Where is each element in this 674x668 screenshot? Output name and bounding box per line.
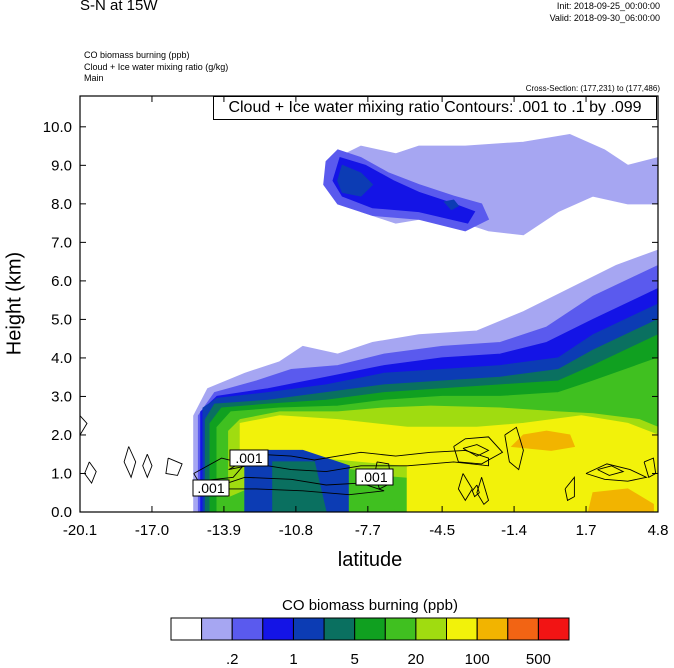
cloud-ice-contour-line	[471, 484, 480, 498]
y-tick-label: 10.0	[43, 119, 72, 136]
y-tick-label: 8.0	[51, 196, 72, 213]
colorbar-swatch	[537, 617, 570, 641]
colorbar-tick-label: 100	[465, 651, 490, 668]
axis-ticks: -20.1 -17.0 -13.9 -10.8 -7.7 -4.5 -1.4 1.7 4.8 0.…	[43, 96, 669, 539]
contour-label-text: .001	[197, 480, 224, 496]
y-tick-label: 5.0	[51, 311, 72, 328]
colorbar-swatch	[415, 617, 447, 641]
colorbar-swatch	[354, 617, 386, 641]
x-tick-label: -7.7	[355, 522, 381, 539]
cloud-ice-contours	[80, 415, 657, 505]
cloud-ice-contour-line	[462, 444, 490, 457]
cloud-ice-contour-line	[597, 465, 625, 476]
y-tick-label: 2.0	[51, 427, 72, 444]
x-tick-label: -20.1	[63, 522, 97, 539]
init-time: Init: 2018-09-25_00:00:00	[556, 1, 660, 11]
colorbar-tick-label: .2	[226, 651, 239, 668]
co-level-region	[510, 430, 576, 451]
colorbar-swatch	[170, 617, 203, 641]
colorbar-swatch	[293, 617, 325, 641]
colorbar-swatch	[201, 617, 233, 641]
contour-label: .001	[355, 468, 394, 486]
cloud-ice-contour-line	[123, 446, 137, 479]
field-name-main: Main	[84, 73, 104, 83]
colorbar-tick-label: 5	[351, 651, 359, 668]
x-tick-label: 4.8	[648, 522, 669, 539]
plot-title: S-N at 15W	[80, 0, 158, 14]
contour-label-text: .001	[235, 450, 262, 466]
co-level-region	[443, 199, 460, 211]
field-name-cloud: Cloud + Ice water mixing ratio (g/kg)	[84, 62, 229, 72]
y-tick-label: 4.0	[51, 350, 72, 367]
colorbar-swatch	[323, 617, 356, 641]
colorbar: .2 1 5 20 100 500	[170, 617, 570, 668]
colorbar-swatch	[476, 617, 509, 641]
co-level-region	[337, 164, 374, 197]
cross-section-label: Cross-Section: (177,231) to (177,486)	[525, 84, 660, 93]
colorbar-swatch	[446, 617, 478, 641]
x-tick-label: 1.7	[576, 522, 597, 539]
colorbar-swatch	[231, 617, 264, 641]
cloud-ice-contour-line	[165, 457, 183, 476]
cloud-ice-contour-line	[142, 454, 153, 479]
y-tick-label: 7.0	[51, 234, 72, 251]
plot-frame	[79, 95, 659, 513]
y-tick-label: 0.0	[51, 504, 72, 521]
colorbar-tick-label: 20	[408, 651, 425, 668]
co-level-region	[587, 488, 654, 512]
x-tick-label: -1.4	[501, 522, 527, 539]
contour-label-box	[355, 468, 394, 486]
x-tick-label: -17.0	[135, 522, 169, 539]
co-filled-contours	[193, 133, 658, 512]
y-tick-label: 1.0	[51, 465, 72, 482]
colorbar-swatch	[384, 617, 417, 641]
cloud-ice-contour-line	[84, 461, 97, 485]
cloud-ice-contour-line	[476, 477, 490, 505]
colorbar-swatch	[507, 617, 539, 641]
x-tick-label: -10.8	[279, 522, 313, 539]
co-level-region	[332, 156, 476, 224]
contour-label-box	[229, 449, 269, 467]
cloud-ice-contour-line	[585, 463, 648, 482]
contour-label-box	[192, 479, 230, 497]
cloud-ice-contour-line	[228, 449, 489, 473]
y-tick-label: 9.0	[51, 157, 72, 174]
cloud-ice-contour-line	[564, 476, 575, 502]
colorbar-swatch	[262, 617, 294, 641]
x-axis-label: latitude	[337, 549, 403, 571]
y-tick-label: 3.0	[51, 388, 72, 405]
x-tick-label: -13.9	[207, 522, 241, 539]
cloud-ice-contour-line	[209, 476, 385, 496]
contour-label: .001	[229, 449, 269, 467]
contour-labels: .001 .001 .001	[192, 449, 394, 497]
colorbar-tick-label: 500	[526, 651, 551, 668]
colorbar-tick-label: 1	[289, 651, 297, 668]
cloud-ice-contour-line	[80, 415, 88, 436]
contour-info-box: Cloud + Ice water mixing ratio Contours:…	[213, 96, 657, 120]
x-tick-label: -4.5	[429, 522, 455, 539]
field-name-co: CO biomass burning (ppb)	[84, 50, 190, 60]
y-tick-label: 6.0	[51, 273, 72, 290]
cloud-ice-contour-line	[453, 436, 504, 465]
colorbar-title: CO biomass burning (ppb)	[282, 597, 458, 614]
valid-time: Valid: 2018-09-30_06:00:00	[549, 13, 660, 23]
contour-label-text: .001	[360, 469, 387, 485]
cloud-ice-contour-line	[504, 426, 524, 471]
cloud-ice-contour-line	[457, 473, 473, 502]
contour-label: .001	[192, 479, 230, 497]
